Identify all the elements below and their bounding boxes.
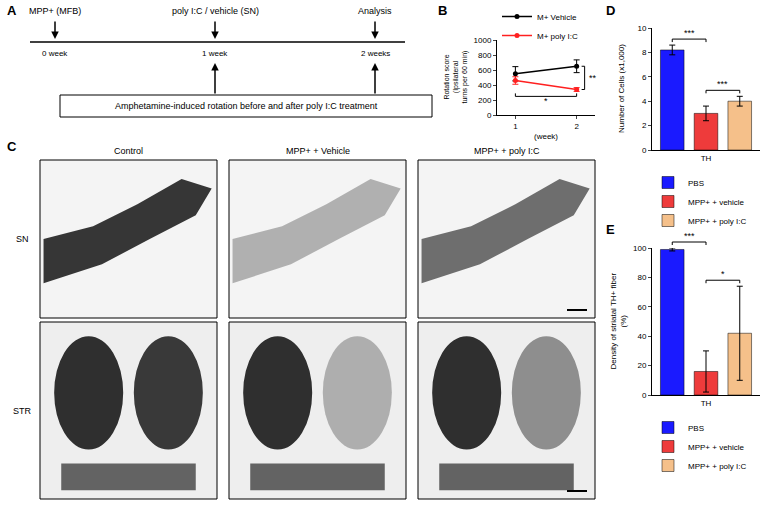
svg-text:Density of striatal TH+ fiber(: Density of striatal TH+ fiber(%) (609, 273, 628, 370)
svg-text:600: 600 (478, 66, 492, 75)
svg-text:40: 40 (637, 332, 646, 341)
svg-text:2: 2 (642, 121, 647, 130)
svg-text:MPP+ + Vehicle: MPP+ + Vehicle (286, 146, 350, 156)
svg-text:PBS: PBS (688, 179, 704, 188)
svg-text:1: 1 (513, 122, 518, 131)
svg-text:***: *** (684, 231, 695, 241)
svg-text:80: 80 (637, 273, 646, 282)
svg-text:MPP+ + poly I:C: MPP+ + poly I:C (688, 462, 746, 471)
svg-text:2: 2 (574, 122, 579, 131)
svg-text:60: 60 (637, 303, 646, 312)
svg-text:**: ** (589, 73, 597, 83)
svg-text:400: 400 (478, 81, 492, 90)
svg-text:PBS: PBS (688, 424, 704, 433)
svg-text:2 weeks: 2 weeks (361, 49, 390, 58)
svg-text:MPP+ + vehicle: MPP+ + vehicle (688, 443, 745, 452)
svg-text:Analysis: Analysis (358, 6, 392, 16)
svg-text:8: 8 (642, 48, 647, 57)
svg-text:TH: TH (701, 399, 712, 408)
svg-text:M+ poly I:C: M+ poly I:C (537, 32, 578, 41)
svg-text:MPP+ + poly I:C: MPP+ + poly I:C (474, 146, 540, 156)
svg-text:100: 100 (633, 244, 647, 253)
svg-text:0: 0 (642, 146, 647, 155)
svg-text:6: 6 (642, 73, 647, 82)
svg-text:1000: 1000 (474, 36, 492, 45)
svg-text:E: E (606, 222, 615, 237)
svg-text:TH: TH (701, 154, 712, 163)
svg-text:0: 0 (642, 391, 647, 400)
svg-text:Rotation score(Ipsilateralturn: Rotation score(Ipsilateralturns per 60 m… (443, 51, 469, 104)
svg-text:D: D (606, 3, 615, 18)
svg-text:Control: Control (114, 146, 143, 156)
svg-text:M+ Vehicle: M+ Vehicle (537, 13, 577, 22)
svg-text:0 week: 0 week (42, 49, 68, 58)
svg-text:Number of Cells (x1,000): Number of Cells (x1,000) (617, 44, 626, 133)
svg-text:B: B (438, 3, 447, 18)
svg-text:1 week: 1 week (202, 49, 228, 58)
svg-text:20: 20 (637, 361, 646, 370)
svg-text:4: 4 (642, 97, 647, 106)
svg-text:200: 200 (478, 96, 492, 105)
svg-text:MPP+ (MFB): MPP+ (MFB) (29, 6, 81, 16)
svg-text:***: *** (717, 79, 728, 89)
svg-text:*: * (721, 269, 725, 279)
svg-text:(week): (week) (534, 132, 558, 141)
svg-text:MPP+ + poly I:C: MPP+ + poly I:C (688, 217, 746, 226)
svg-text:A: A (7, 3, 17, 18)
svg-text:MPP+ + vehicle: MPP+ + vehicle (688, 198, 745, 207)
svg-text:SN: SN (16, 234, 29, 244)
svg-text:poly I:C / vehicle (SN): poly I:C / vehicle (SN) (172, 6, 259, 16)
svg-text:STR: STR (13, 406, 32, 416)
svg-text:*: * (544, 96, 548, 106)
svg-text:Amphetamine-induced rotation b: Amphetamine-induced rotation before and … (115, 101, 378, 111)
svg-text:10: 10 (637, 24, 646, 33)
svg-text:***: *** (684, 28, 695, 38)
svg-text:800: 800 (478, 51, 492, 60)
svg-text:0: 0 (487, 111, 492, 120)
svg-text:C: C (7, 139, 17, 154)
